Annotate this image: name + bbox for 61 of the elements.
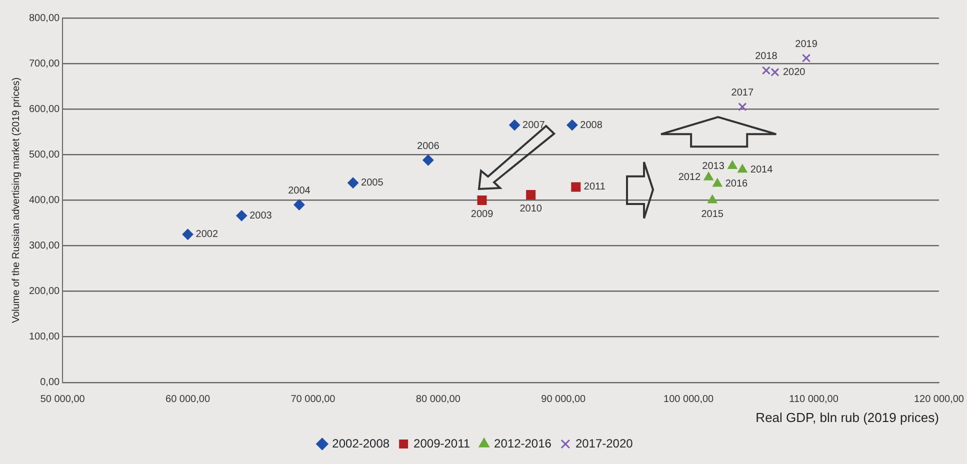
annotation: 2008 xyxy=(580,120,603,131)
point xyxy=(708,194,718,204)
point xyxy=(704,172,714,180)
legend-label: 2002-2008 xyxy=(332,436,390,450)
annotation: 2007 xyxy=(522,120,546,131)
point xyxy=(770,68,780,76)
y-tick-label: 400,00 xyxy=(28,194,60,206)
point xyxy=(348,177,359,188)
point xyxy=(566,120,578,131)
point xyxy=(509,120,520,131)
y-tick-label: 700,00 xyxy=(28,58,60,70)
annotation: 2012 xyxy=(678,172,702,184)
x-tick-label: 80 000,00 xyxy=(416,394,461,406)
x-axis-title: Real GDP, bln rub (2019 prices) xyxy=(756,410,939,425)
annotation: 2018 xyxy=(755,51,778,62)
annotation: 2005 xyxy=(361,178,384,189)
point xyxy=(236,210,248,222)
point xyxy=(738,164,748,173)
annotation: 2013 xyxy=(702,160,725,172)
annotation: 2020 xyxy=(782,66,806,78)
point xyxy=(182,228,194,240)
x-tick-label: 50 000,00 xyxy=(40,394,86,406)
point xyxy=(571,182,581,192)
x-tick-label: 90 000,00 xyxy=(541,394,586,406)
annotation: 2006 xyxy=(417,140,440,152)
annotation: 2019 xyxy=(795,38,818,50)
x-tick-label: 110 000,00 xyxy=(789,394,839,406)
annotation: 2017 xyxy=(731,88,754,99)
annotation: 2002 xyxy=(196,229,218,240)
y-tick-label: 500,00 xyxy=(28,149,60,160)
annotation: 2015 xyxy=(701,208,724,220)
legend-label: 2017-2020 xyxy=(575,436,634,450)
annotation: 2009 xyxy=(470,208,494,220)
point xyxy=(802,54,811,62)
point xyxy=(422,154,434,166)
y-tick-label: 300,00 xyxy=(28,240,60,252)
annotation: 2003 xyxy=(250,210,272,222)
annotation: 2004 xyxy=(288,186,311,197)
point xyxy=(477,195,487,205)
point xyxy=(728,160,738,170)
point xyxy=(762,66,770,75)
y-tick-label: 800,00 xyxy=(28,12,60,24)
x-tick-label: 100 000,00 xyxy=(664,394,714,406)
x-tick-label: 70 000,00 xyxy=(290,394,336,406)
legend-label: 2009-2011 xyxy=(414,436,470,450)
annotation: 2011 xyxy=(584,182,606,193)
point xyxy=(712,178,722,187)
y-tick-label: 600,00 xyxy=(28,104,60,115)
y-axis-title: Volume of the Russian advertising market (2019 prices) xyxy=(10,77,22,324)
point xyxy=(294,199,305,210)
point xyxy=(738,102,747,112)
annotation: 2010 xyxy=(520,203,542,214)
legend-label: 2012-2016 xyxy=(494,436,552,450)
point xyxy=(526,190,536,200)
annotation: 2016 xyxy=(725,178,748,190)
annotation: 2014 xyxy=(750,164,774,176)
y-tick-label: 0,00 xyxy=(40,377,60,388)
y-tick-label: 200,00 xyxy=(28,286,60,298)
x-tick-label: 60 000,00 xyxy=(166,394,210,406)
x-tick-label: 120 000,00 xyxy=(914,394,964,406)
y-tick-label: 100,00 xyxy=(28,332,60,343)
